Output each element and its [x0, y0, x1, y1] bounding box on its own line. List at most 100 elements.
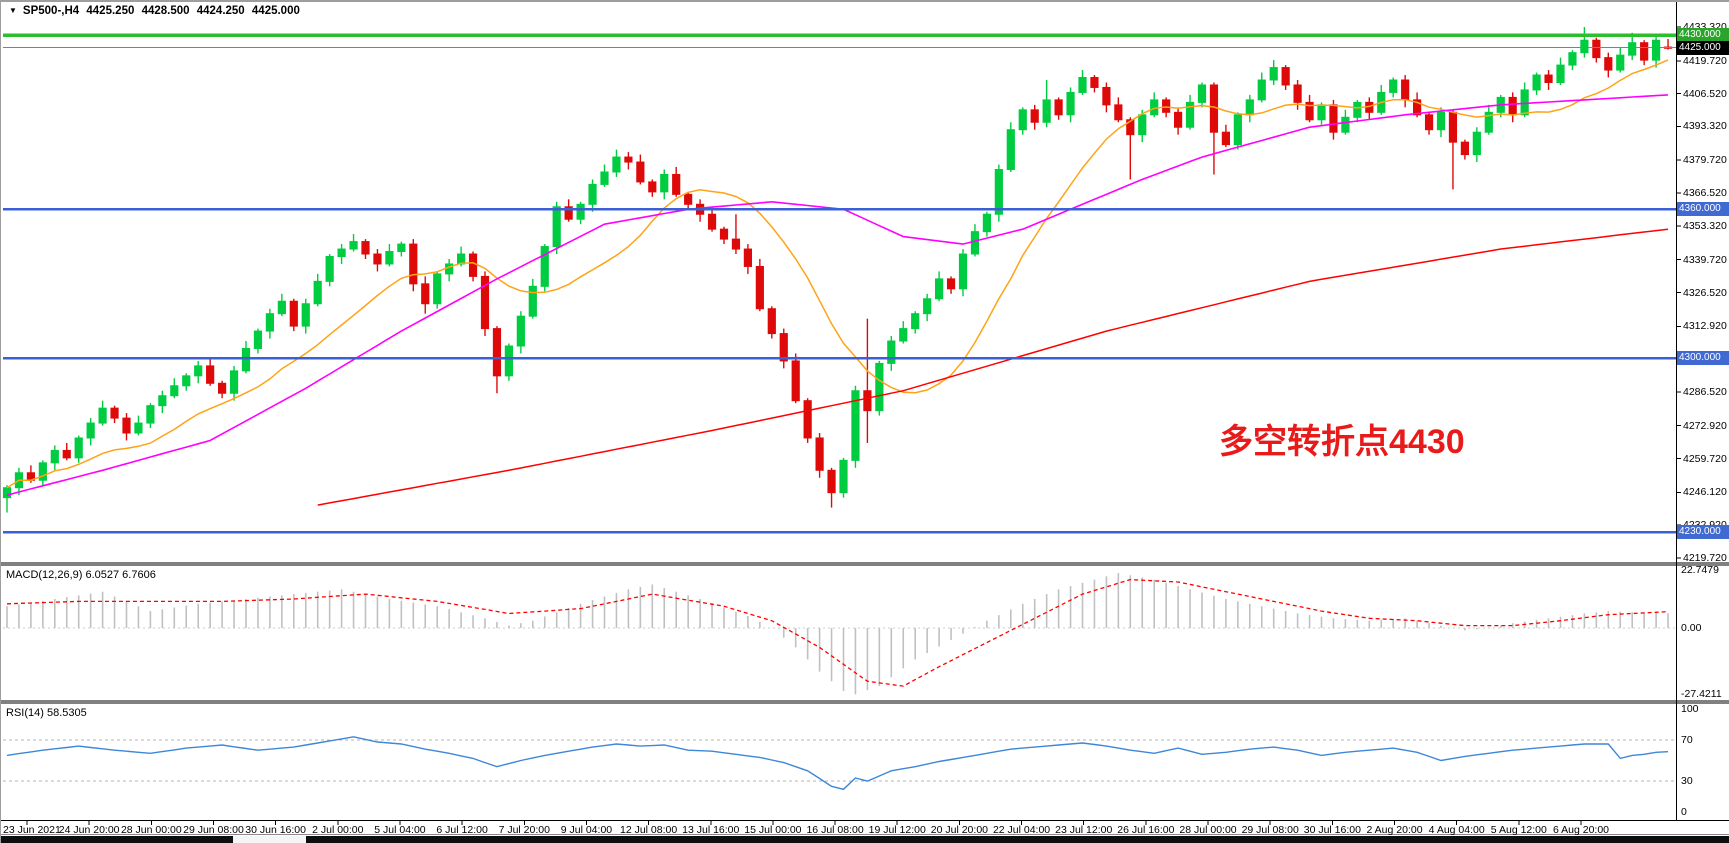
bullish-candle-body: [660, 173, 669, 193]
time-axis-label: 19 Jul 12:00: [868, 824, 926, 836]
price-badge-4430.000: 4430.000: [1677, 28, 1729, 43]
bullish-candle-body: [229, 370, 239, 394]
bullish-candle-body: [1317, 104, 1326, 121]
bullish-candle-body: [2, 487, 12, 499]
time-axis-label: 26 Jul 16:00: [1117, 824, 1175, 836]
bearish-candle-body: [815, 437, 824, 471]
bearish-candle-body: [1174, 111, 1183, 128]
price-tick-label: 4353.320: [1683, 219, 1727, 232]
price-badge-4300.000: 4300.000: [1677, 351, 1729, 366]
bullish-candle-body: [1353, 101, 1362, 118]
bullish-candle-body: [851, 390, 860, 461]
bullish-candle-body: [170, 385, 179, 397]
window-top-edge: [1, 0, 1729, 2]
bearish-candle-body: [827, 469, 836, 494]
time-axis-label: 24 Jun 20:00: [58, 824, 120, 836]
bullish-candle-body: [1341, 116, 1350, 133]
time-axis-label: 13 Jul 16:00: [682, 824, 740, 836]
bullish-candle-body: [1484, 111, 1493, 133]
macd-indicator-label: MACD(12,26,9) 6.0527 6.7606: [6, 569, 156, 581]
rsi-scale-label-0: 0: [1681, 806, 1687, 818]
bullish-candle-body: [1269, 67, 1278, 81]
bearish-candle-body: [1413, 99, 1422, 116]
ohlc-low: 4424.250: [196, 5, 245, 17]
bullish-candle-body: [134, 422, 143, 434]
bullish-candle-body: [576, 203, 585, 220]
macd-signal-line: [6, 578, 1669, 687]
bullish-candle-body: [552, 206, 561, 248]
bullish-candle-body: [1472, 131, 1481, 156]
time-axis-label: 30 Jun 16:00: [245, 824, 306, 836]
bullish-candle-body: [1520, 89, 1529, 116]
bullish-candle-body: [516, 315, 525, 347]
bullish-candle-body: [38, 462, 47, 481]
rsi-scale-label-70: 70: [1681, 733, 1693, 746]
bullish-candle-body: [1532, 74, 1541, 91]
bearish-candle-body: [1544, 74, 1553, 83]
bearish-candle-body: [1030, 109, 1039, 123]
bullish-candle-body: [182, 375, 191, 387]
bullish-candle-body: [385, 251, 394, 265]
bearish-candle-body: [1090, 77, 1099, 88]
bearish-candle-body: [1508, 96, 1517, 116]
bullish-candle-body: [1652, 39, 1661, 61]
bullish-candle-body: [1006, 129, 1015, 170]
bearish-candle-body: [1329, 104, 1338, 133]
bullish-candle-body: [982, 213, 991, 233]
bullish-candle-body: [86, 422, 95, 439]
bearish-candle-body: [1126, 119, 1135, 136]
bullish-candle-body: [1389, 79, 1398, 93]
bullish-candle-body: [433, 273, 442, 305]
bullish-candle-body: [612, 156, 621, 173]
price-tick-label: 4312.920: [1683, 320, 1727, 333]
bearish-candle-body: [1604, 57, 1613, 71]
bearish-candle-body: [218, 382, 227, 394]
price-tick-label: 4379.720: [1683, 154, 1727, 167]
price-tick-label: 4246.120: [1683, 486, 1727, 499]
bullish-candle-body: [504, 345, 513, 377]
bullish-candle-body: [50, 449, 59, 464]
bullish-candle-body: [970, 231, 980, 255]
price-tick-label: 4272.920: [1683, 419, 1727, 432]
horizontal-scrollbar[interactable]: [1, 836, 1729, 843]
bearish-candle-body: [1162, 99, 1171, 113]
bearish-candle-body: [409, 243, 418, 285]
chart-text-annotation: 多空转折点4430: [1219, 423, 1465, 461]
bullish-candle-body: [1436, 111, 1446, 131]
bearish-candle-body: [803, 400, 812, 439]
bullish-candle-body: [935, 278, 944, 300]
bullish-candle-body: [1197, 84, 1207, 103]
bearish-candle-body: [1424, 114, 1434, 131]
bullish-candle-body: [265, 313, 274, 332]
bullish-candle-body: [1556, 64, 1565, 83]
bearish-candle-body: [1401, 79, 1410, 101]
bullish-candle-body: [994, 168, 1003, 215]
bullish-candle-body: [277, 300, 286, 315]
time-axis-label: 4 Aug 04:00: [1428, 824, 1485, 836]
time-axis-label: 6 Jul 12:00: [436, 824, 488, 836]
bearish-candle-body: [1293, 84, 1302, 103]
bearish-candle-body: [636, 161, 645, 183]
bearish-candle-body: [1054, 99, 1063, 116]
bearish-candle-body: [62, 449, 71, 459]
time-axis-label: 22 Jul 04:00: [992, 824, 1051, 836]
price-tick-label: 4393.320: [1683, 120, 1727, 133]
time-axis-label: 16 Jul 08:00: [806, 824, 864, 836]
ohlc-high: 4428.500: [141, 5, 190, 17]
bullish-candle-body: [1138, 114, 1147, 136]
price-tick-label: 4339.720: [1683, 253, 1727, 266]
bearish-candle-body: [564, 206, 573, 220]
symbol-dropdown-icon[interactable]: ▼: [9, 6, 17, 15]
bullish-candle-body: [600, 171, 609, 185]
time-axis-label: 2 Jul 00:00: [312, 824, 364, 836]
bearish-candle-body: [361, 241, 370, 255]
chart-title: ▼ SP500-,H4 4425.250 4428.500 4424.250 44…: [9, 5, 304, 17]
bearish-candle-body: [492, 328, 502, 377]
rsi-scale-label-100: 100: [1681, 703, 1699, 715]
time-axis-label: 23 Jul 12:00: [1055, 824, 1113, 836]
bearish-candle-body: [1114, 104, 1123, 121]
bearish-candle-body: [1281, 67, 1290, 86]
bullish-candle-body: [194, 365, 203, 377]
bearish-candle-body: [110, 407, 119, 419]
